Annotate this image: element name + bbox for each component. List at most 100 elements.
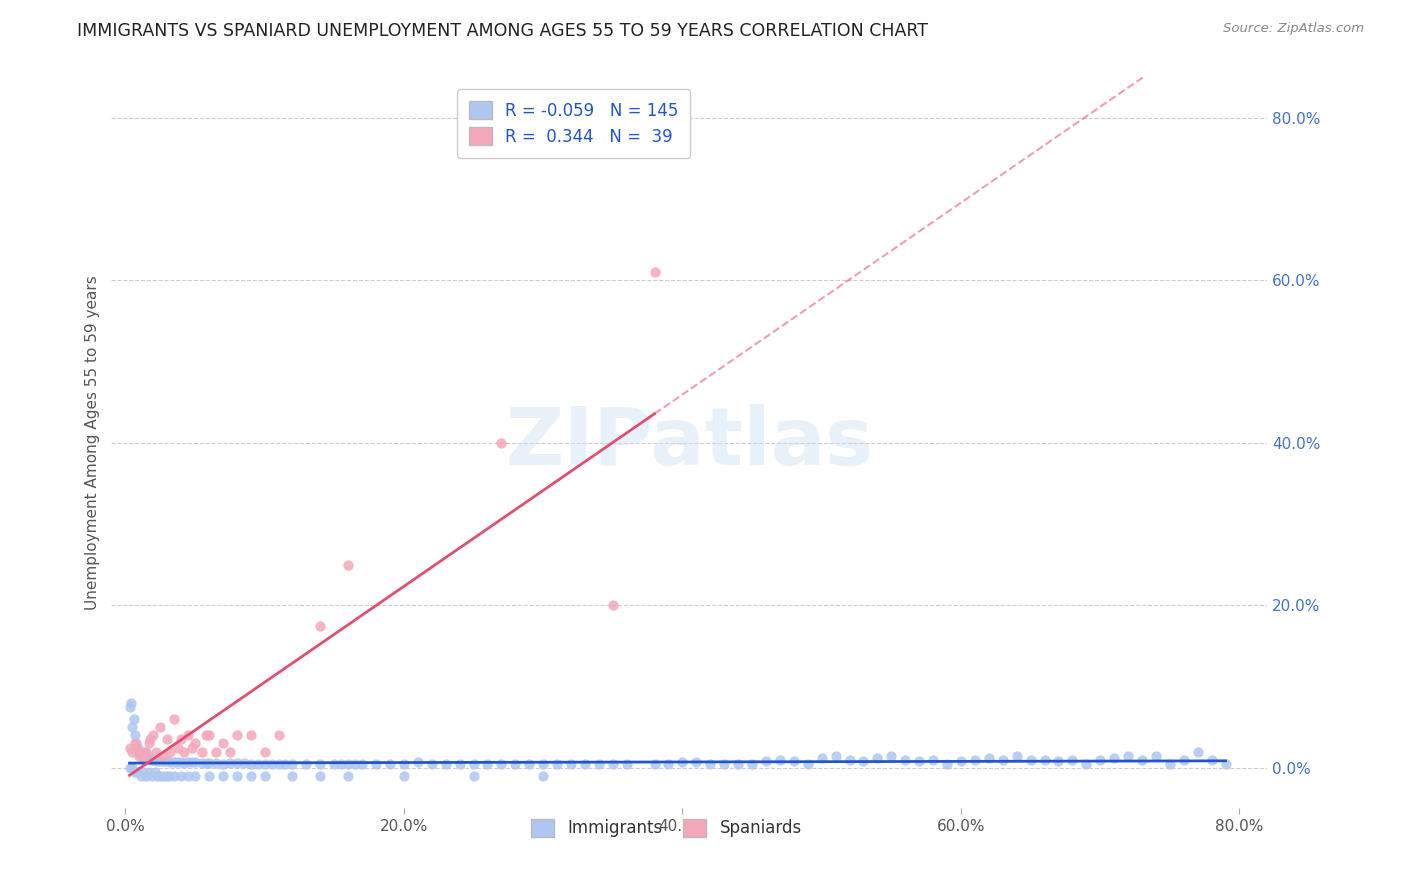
Point [225,728,247,742]
Point [281,756,304,771]
Point [295,756,318,771]
Point [134,745,156,759]
Point [129,746,152,760]
Point [1062,753,1084,767]
Point [880,748,903,763]
Point [727,756,749,771]
Point [184,755,207,769]
Point [125,740,148,755]
Point [1005,748,1028,763]
Point [135,745,157,759]
Point [173,745,195,759]
Point [852,755,875,769]
Point [120,696,142,710]
Point [173,756,195,770]
Point [908,755,931,769]
Point [1215,756,1237,771]
Point [330,756,353,771]
Point [517,756,540,771]
Point [1076,756,1098,771]
Point [195,756,218,770]
Point [1047,755,1070,769]
Point [124,728,146,742]
Text: IMMIGRANTS VS SPANIARD UNEMPLOYMENT AMONG AGES 55 TO 59 YEARS CORRELATION CHART: IMMIGRANTS VS SPANIARD UNEMPLOYMENT AMON… [77,22,928,40]
Point [167,740,190,755]
Point [378,756,401,771]
Point [181,740,204,755]
Point [142,728,165,742]
Point [146,769,169,783]
Point [253,756,276,771]
Point [364,756,387,771]
Point [138,736,160,750]
Point [129,769,152,783]
Point [531,756,554,771]
Point [337,558,360,572]
Point [184,769,207,783]
Point [170,755,193,769]
Point [1130,753,1153,767]
Point [783,755,806,769]
Point [141,753,163,767]
Point [132,751,155,765]
Point [546,756,568,771]
Point [1201,753,1223,767]
Point [191,756,214,770]
Point [477,756,499,771]
Point [170,769,193,783]
Point [309,756,332,771]
Point [406,755,429,769]
Point [211,756,233,771]
Point [797,756,820,771]
Legend: Immigrants, Spaniards: Immigrants, Spaniards [524,812,808,844]
Point [463,769,485,783]
Point [588,756,610,771]
Point [149,755,172,769]
Point [153,755,176,769]
Point [121,761,143,775]
Point [616,756,638,771]
Point [685,755,707,769]
Point [149,720,172,734]
Point [118,700,141,714]
Point [824,748,846,763]
Point [671,755,693,769]
Point [198,769,221,783]
Point [157,769,180,783]
Point [602,599,624,613]
Point [1173,753,1195,767]
Point [1033,753,1056,767]
Point [118,761,141,775]
Point [644,265,666,279]
Point [156,755,179,769]
Point [163,755,186,769]
Point [274,756,297,771]
Point [323,756,346,771]
Point [491,756,513,771]
Point [239,756,262,771]
Point [156,732,179,747]
Point [936,756,959,771]
Point [309,618,332,632]
Point [152,769,174,783]
Point [449,756,471,771]
Point [138,751,160,765]
Point [149,769,172,783]
Point [337,756,360,771]
Point [191,745,214,759]
Text: Source: ZipAtlas.com: Source: ZipAtlas.com [1223,22,1364,36]
Point [159,745,181,759]
Point [713,756,735,771]
Point [991,753,1014,767]
Point [218,756,240,770]
Point [122,712,145,726]
Point [225,756,247,770]
Point [163,769,186,783]
Point [121,720,143,734]
Point [491,436,513,450]
Point [159,755,181,769]
Point [574,756,596,771]
Point [152,748,174,763]
Point [128,745,150,759]
Point [1102,751,1125,765]
